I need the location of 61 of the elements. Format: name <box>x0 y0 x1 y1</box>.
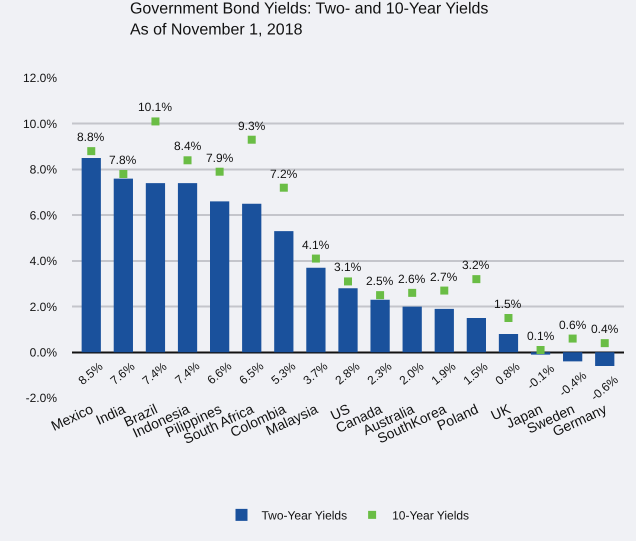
bar <box>498 334 518 352</box>
data-label: 7.9% <box>206 151 234 165</box>
y-tick-label: 4.0% <box>30 254 58 268</box>
point <box>504 314 512 322</box>
bar <box>466 318 486 352</box>
data-label: 10.1% <box>138 100 172 114</box>
bar <box>178 183 198 352</box>
point <box>600 339 609 348</box>
chart-title: Government Bond Yields: Two- and 10-Year Yields As of November 1, 2018 <box>130 0 488 38</box>
point <box>376 291 384 300</box>
data-label: 0.1% <box>527 329 555 343</box>
data-label: 7.2% <box>270 167 298 181</box>
point <box>87 147 96 156</box>
data-label: 3.1% <box>334 260 362 274</box>
data-label: 8.4% <box>174 139 202 153</box>
point <box>536 346 545 354</box>
point <box>568 334 577 343</box>
point <box>408 288 416 297</box>
y-tick-label: -2.0% <box>26 391 58 406</box>
data-label: 3.2% <box>462 258 490 272</box>
point <box>151 117 160 126</box>
data-label: 0.6% <box>559 318 587 332</box>
y-tick-label: 12.0% <box>22 71 58 86</box>
legend-label: Two-Year Yields <box>262 508 348 523</box>
bar <box>146 183 166 352</box>
point <box>184 156 192 164</box>
point <box>472 275 480 284</box>
y-tick-label: 8.0% <box>30 162 58 177</box>
y-tick-label: 2.0% <box>30 300 58 314</box>
bar <box>338 288 358 352</box>
data-label: 8.8% <box>77 130 105 144</box>
legend-label: 10-Year Yields <box>392 508 470 523</box>
y-tick-label: 10.0% <box>22 116 58 131</box>
data-label: 2.7% <box>430 270 458 284</box>
bar <box>434 308 454 352</box>
data-label: 7.8% <box>109 153 137 167</box>
data-label: 2.6% <box>398 272 426 286</box>
data-label: 9.3% <box>238 119 266 133</box>
data-label: 4.1% <box>302 238 330 252</box>
point <box>248 136 256 144</box>
y-tick-label: 0.0% <box>30 345 58 360</box>
bar <box>82 158 101 352</box>
y-tick-label: 6.0% <box>30 208 58 222</box>
bar <box>370 300 390 352</box>
bar <box>402 306 422 352</box>
data-label: 1.5% <box>494 297 522 311</box>
bar <box>210 201 230 352</box>
data-label: 2.5% <box>366 274 394 288</box>
point <box>312 254 320 263</box>
bar <box>114 178 133 352</box>
bar <box>563 352 582 362</box>
point <box>344 277 352 286</box>
point <box>119 170 128 178</box>
data-label: 0.4% <box>591 322 619 336</box>
bar <box>595 352 614 366</box>
point <box>216 168 224 176</box>
bar <box>306 268 326 352</box>
point <box>280 184 288 192</box>
bar <box>274 231 294 352</box>
bar <box>242 204 262 352</box>
point <box>440 286 448 295</box>
